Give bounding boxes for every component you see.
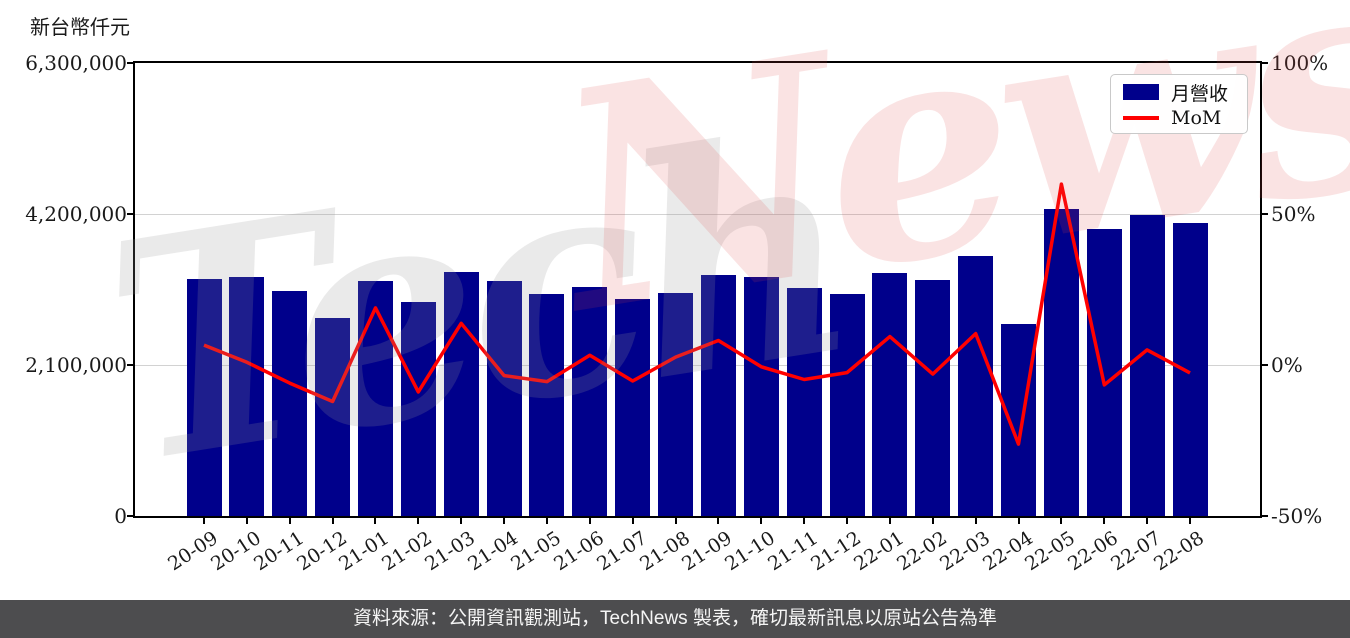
x-tick-mark <box>545 518 548 524</box>
revenue-bar-22-06 <box>1086 229 1122 516</box>
left-axis-tick-2,100,000: 2,100,000 <box>25 353 127 377</box>
x-tick-mark <box>1189 518 1191 524</box>
left-tick-mark <box>127 213 133 215</box>
plot-area <box>133 61 1262 518</box>
x-tick-mark <box>331 518 334 524</box>
x-tick-mark <box>374 518 377 524</box>
x-tick-mark <box>1060 518 1063 524</box>
left-axis-unit-label: 新台幣仟元 <box>30 15 130 39</box>
revenue-bar-21-07 <box>615 298 651 516</box>
right-axis-tick-100%: 100% <box>1271 51 1329 75</box>
revenue-bar-22-01 <box>872 273 908 516</box>
x-tick-mark <box>803 518 806 524</box>
revenue-bar-21-12 <box>829 293 865 516</box>
mom-polyline <box>203 182 1191 446</box>
chart-canvas: 新台幣仟元 0 2,100,000 4,200,000 6,300,000 -50% 0%… <box>25 0 1350 575</box>
revenue-bar-21-05 <box>529 293 565 516</box>
mom-line-swatch-icon <box>1123 116 1159 121</box>
mom-line <box>203 182 1191 446</box>
revenue-bar-22-07 <box>1129 214 1165 516</box>
x-tick-mark <box>888 518 891 524</box>
revenue-bar-22-08 <box>1172 222 1208 516</box>
legend-revenue-label: 月營收 <box>1171 82 1229 105</box>
revenue-bar-20-09 <box>186 278 222 516</box>
x-tick-mark <box>460 518 463 524</box>
revenue-bar-swatch-icon <box>1123 84 1159 101</box>
x-tick-mark <box>674 518 677 524</box>
revenue-bar-22-03 <box>958 255 994 516</box>
left-tick-mark <box>127 62 133 64</box>
x-tick-mark <box>931 518 934 524</box>
revenue-bar-21-11 <box>786 288 822 516</box>
revenue-bar-21-01 <box>357 280 393 516</box>
x-tick-mark <box>1146 518 1149 524</box>
legend-mom-label: MoM <box>1171 107 1222 130</box>
x-tick-mark <box>288 518 291 524</box>
left-axis-tick-0: 0 <box>114 504 127 528</box>
revenue-bar-21-04 <box>486 280 522 516</box>
right-tick-mark <box>1262 364 1268 366</box>
x-tick-mark <box>1017 518 1020 524</box>
x-tick-mark <box>203 518 205 524</box>
x-tick-mark <box>588 518 591 524</box>
left-tick-mark <box>127 364 133 366</box>
x-tick-mark <box>717 518 720 524</box>
gridline <box>135 214 1260 215</box>
revenue-bar-20-12 <box>315 318 351 516</box>
right-axis-tick-50%: 50% <box>1271 202 1316 226</box>
legend-item-mom: MoM <box>1111 107 1247 129</box>
x-tick-mark <box>974 518 977 524</box>
revenue-bar-20-10 <box>229 276 265 516</box>
x-tick-mark <box>760 518 763 524</box>
legend-item-revenue: 月營收 <box>1111 79 1247 106</box>
right-tick-mark <box>1262 515 1268 517</box>
right-tick-mark <box>1262 62 1268 64</box>
legend-box: 月營收 MoM <box>1110 74 1248 134</box>
left-axis-tick-6,300,000: 6,300,000 <box>25 51 127 75</box>
revenue-bar-21-10 <box>743 276 779 516</box>
right-axis-tick--50%: -50% <box>1271 504 1323 528</box>
source-footer: 資料來源：公開資訊觀測站，TechNews 製表，確切最新訊息以原站公告為準 <box>0 600 1350 638</box>
x-tick-mark <box>846 518 849 524</box>
revenue-bar-22-02 <box>915 280 951 516</box>
right-tick-mark <box>1262 213 1268 215</box>
x-tick-mark <box>245 518 248 524</box>
left-tick-mark <box>127 515 133 517</box>
revenue-bar-22-04 <box>1001 324 1037 516</box>
left-axis-tick-4,200,000: 4,200,000 <box>25 202 127 226</box>
x-tick-mark <box>417 518 420 524</box>
gridline <box>135 365 1260 366</box>
revenue-bar-21-02 <box>400 301 436 516</box>
revenue-bar-21-03 <box>443 272 479 516</box>
x-tick-mark <box>631 518 634 524</box>
revenue-bar-20-11 <box>272 290 308 516</box>
revenue-bar-21-08 <box>658 293 694 516</box>
right-axis-tick-0%: 0% <box>1271 353 1303 377</box>
x-tick-mark <box>1103 518 1106 524</box>
revenue-bar-21-06 <box>572 286 608 516</box>
x-tick-mark <box>503 518 506 524</box>
revenue-bar-21-09 <box>700 275 736 516</box>
